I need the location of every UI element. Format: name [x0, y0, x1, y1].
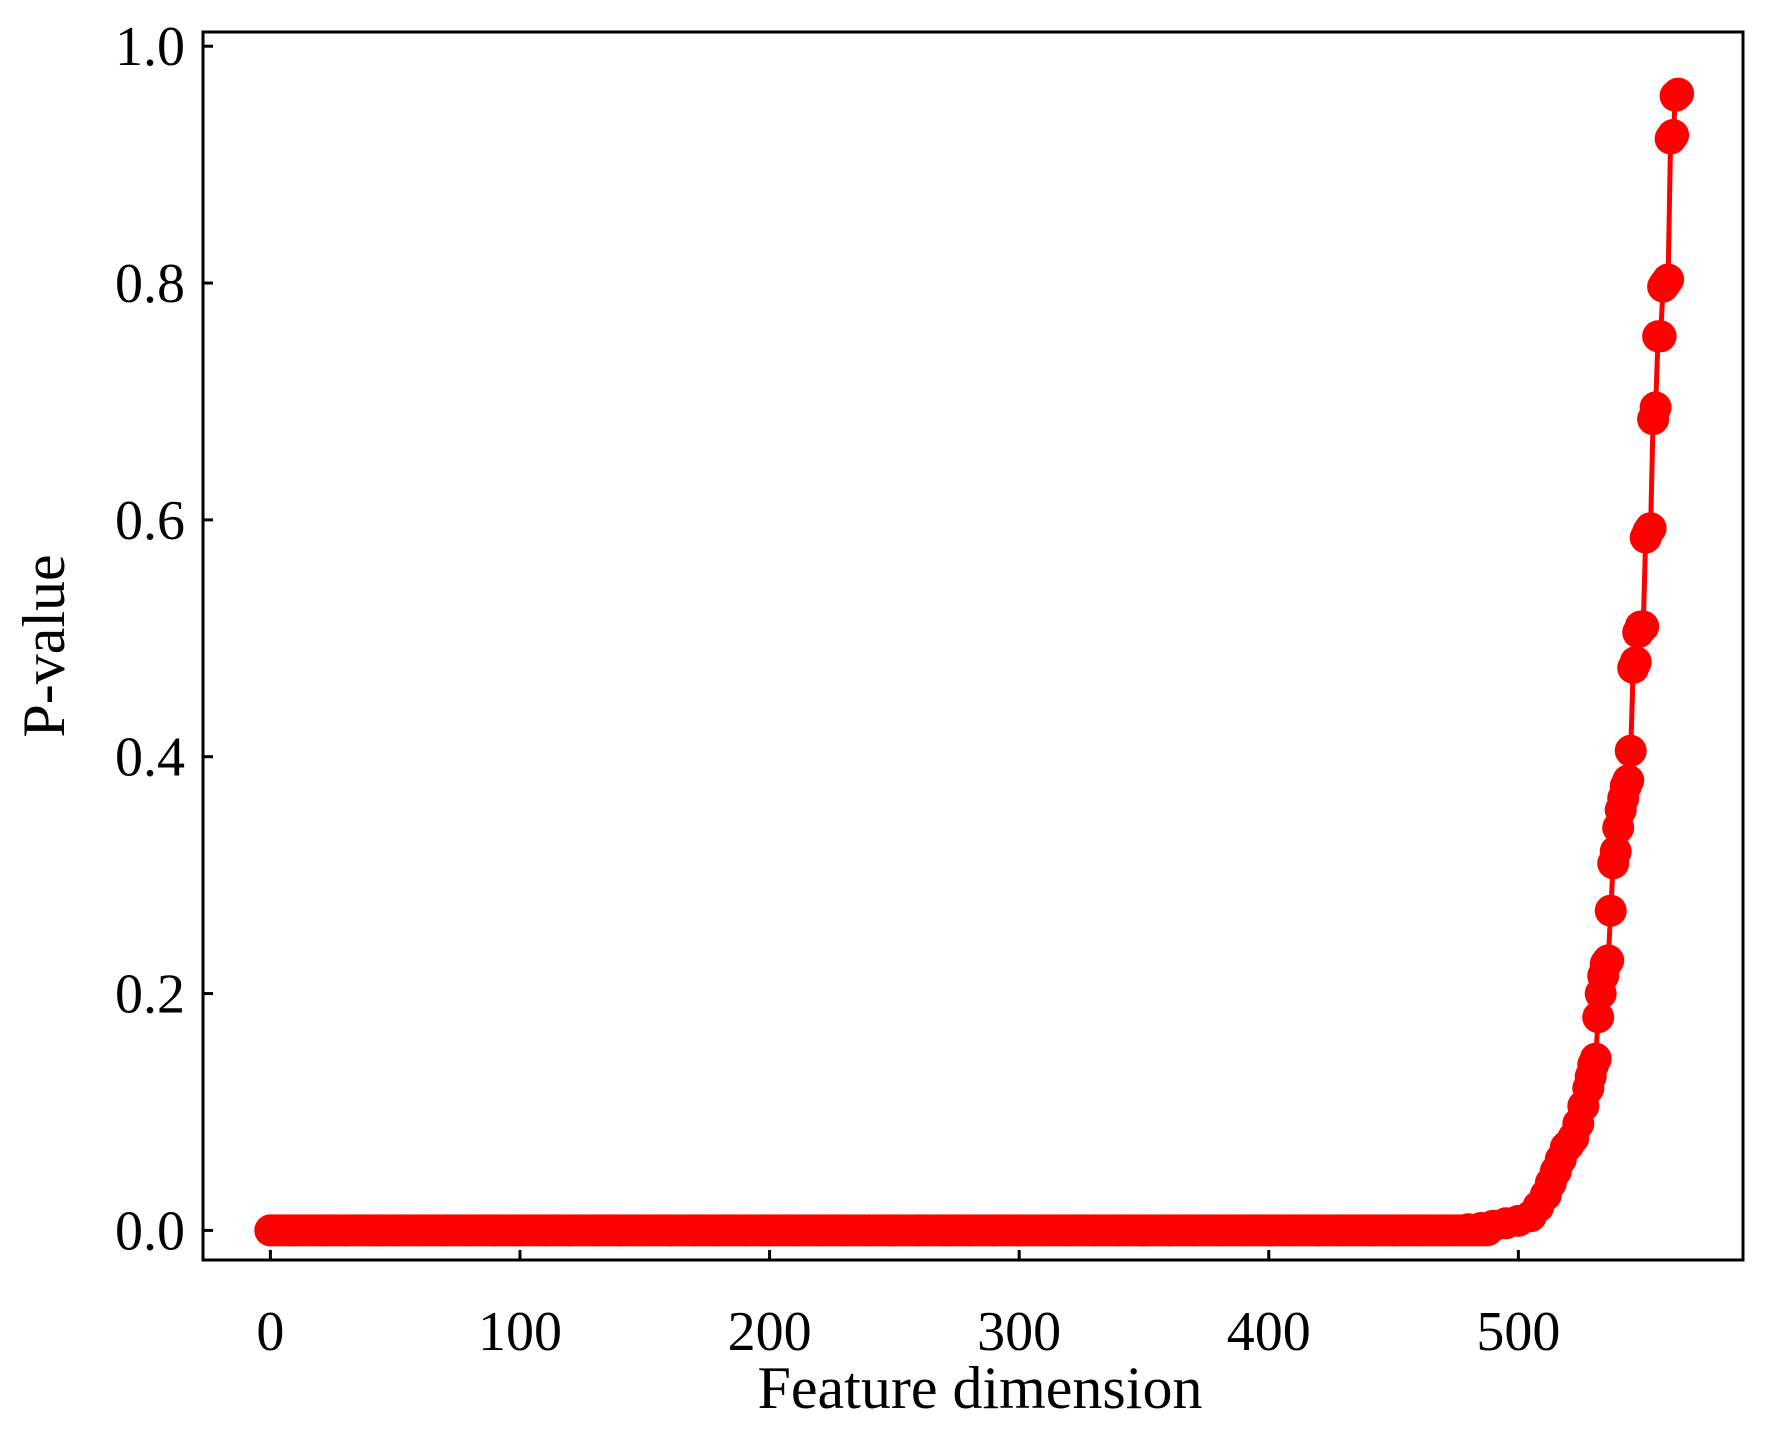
data-point-73: [1594, 894, 1627, 927]
data-point-86: [1627, 610, 1660, 643]
data-point-38: [1202, 1214, 1235, 1247]
y-tick-label-0.8: 0.8: [115, 253, 185, 315]
data-point-1: [279, 1214, 312, 1247]
data-point-47: [1427, 1214, 1460, 1247]
data-point-42: [1302, 1214, 1335, 1247]
y-tick-label-1.0: 1.0: [115, 16, 185, 78]
data-point-100: [1662, 77, 1695, 110]
data-point-24: [853, 1214, 886, 1247]
data-point-27: [928, 1214, 961, 1247]
data-point-46: [1402, 1214, 1435, 1247]
series-line-0: [270, 91, 1680, 1233]
data-point-34: [1103, 1214, 1135, 1247]
data-point-83: [1619, 646, 1652, 678]
y-axis-label: P-value: [11, 554, 77, 737]
data-point-40: [1252, 1214, 1285, 1247]
data-point-22: [803, 1214, 836, 1247]
data-point-8: [454, 1214, 487, 1247]
data-point-11: [528, 1214, 561, 1247]
data-point-26: [903, 1214, 936, 1247]
data-point-2: [304, 1214, 337, 1247]
data-point-37: [1177, 1214, 1210, 1247]
x-tick-label-300: 300: [977, 1301, 1061, 1363]
data-point-3: [329, 1214, 362, 1247]
data-point-31: [1028, 1214, 1061, 1247]
axis-ticks: 0 100 200 300 400 500 0.0 0.2 0.4 0.6 0.8 1.0: [115, 16, 1560, 1363]
x-tick-label-0: 0: [256, 1301, 284, 1363]
data-point-0: [254, 1214, 287, 1247]
x-axis-label: Feature dimension: [758, 1355, 1203, 1421]
data-point-25: [878, 1214, 911, 1247]
data-point-44: [1352, 1214, 1385, 1247]
x-tick-label-400: 400: [1227, 1301, 1311, 1363]
data-point-41: [1277, 1214, 1310, 1247]
data-point-30: [1003, 1214, 1036, 1247]
data-point-67: [1579, 1042, 1612, 1075]
data-point-19: [728, 1214, 761, 1247]
x-tick-label-100: 100: [478, 1301, 562, 1363]
data-point-93: [1644, 320, 1677, 353]
data-point-39: [1227, 1214, 1260, 1247]
axes-frame: [201, 30, 1745, 1262]
data-point-29: [978, 1214, 1011, 1247]
data-point-23: [828, 1214, 861, 1247]
data-point-4: [354, 1214, 387, 1247]
data-point-10: [504, 1214, 536, 1247]
x-tick-label-200: 200: [728, 1301, 812, 1363]
data-point-5: [379, 1214, 412, 1247]
y-tick-label-0.0: 0.0: [115, 1200, 185, 1262]
data-point-75: [1599, 835, 1632, 868]
y-tick-label-0.6: 0.6: [115, 490, 185, 552]
data-point-15: [628, 1214, 661, 1247]
x-tick-label-500: 500: [1476, 1301, 1560, 1363]
data-point-72: [1592, 944, 1625, 977]
data-point-18: [703, 1214, 736, 1247]
data-point-14: [603, 1214, 636, 1247]
data-point-9: [479, 1214, 511, 1247]
data-point-35: [1128, 1214, 1160, 1247]
data-point-12: [553, 1214, 586, 1247]
data-point-91: [1639, 391, 1672, 424]
data-point-68: [1582, 1001, 1615, 1034]
plot-area: [254, 77, 1695, 1247]
data-point-96: [1652, 263, 1685, 296]
data-point-20: [753, 1214, 786, 1247]
data-point-6: [404, 1214, 437, 1247]
data-point-28: [953, 1214, 986, 1247]
data-point-43: [1327, 1214, 1360, 1247]
data-point-13: [578, 1214, 611, 1247]
data-point-45: [1377, 1214, 1410, 1247]
data-point-16: [653, 1214, 686, 1247]
y-tick-label-0.2: 0.2: [115, 964, 185, 1026]
data-point-80: [1612, 764, 1645, 797]
data-point-89: [1634, 512, 1667, 545]
data-point-21: [778, 1214, 811, 1247]
data-point-98: [1657, 119, 1690, 151]
data-point-33: [1078, 1214, 1111, 1247]
y-tick-label-0.4: 0.4: [115, 727, 185, 789]
data-point-7: [429, 1214, 462, 1247]
data-point-36: [1152, 1214, 1185, 1247]
data-point-81: [1614, 734, 1647, 767]
data-point-32: [1053, 1214, 1086, 1247]
data-point-17: [678, 1214, 711, 1247]
